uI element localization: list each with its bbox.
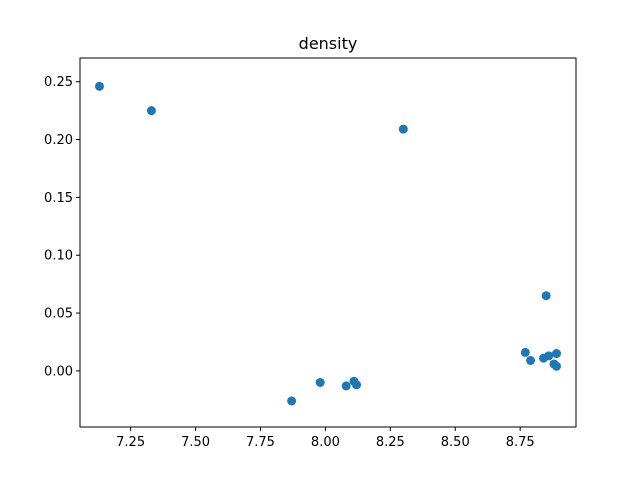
x-tick-label: 8.75 bbox=[506, 435, 535, 450]
plot-frame bbox=[79, 57, 577, 428]
data-point bbox=[287, 396, 297, 406]
data-point bbox=[552, 361, 562, 371]
data-point bbox=[315, 377, 325, 387]
data-point bbox=[398, 124, 408, 134]
chart-title: density bbox=[299, 34, 358, 53]
data-point bbox=[341, 381, 351, 391]
data-point bbox=[352, 380, 362, 390]
y-tick-label: 0.05 bbox=[44, 307, 73, 322]
x-tick-label: 8.25 bbox=[376, 435, 405, 450]
data-point bbox=[94, 81, 104, 91]
data-point bbox=[541, 291, 551, 301]
y-tick-label: 0.00 bbox=[44, 364, 73, 379]
y-tick-label: 0.10 bbox=[44, 249, 73, 264]
data-point bbox=[552, 349, 562, 359]
x-tick-label: 8.00 bbox=[311, 435, 340, 450]
data-point bbox=[526, 355, 536, 365]
data-point bbox=[544, 351, 554, 361]
data-points bbox=[94, 81, 562, 406]
data-point bbox=[520, 347, 530, 357]
y-tick-label: 0.15 bbox=[44, 191, 73, 206]
data-point bbox=[146, 106, 156, 116]
x-tick-label: 7.75 bbox=[246, 435, 275, 450]
axis-ticks: 7.25 7.50 7.75 8.00 8.25 8.50 8.75 0.00 0.05 0.10… bbox=[44, 75, 535, 450]
x-tick-label: 7.50 bbox=[181, 435, 210, 450]
x-tick-label: 8.50 bbox=[441, 435, 470, 450]
x-tick-label: 7.25 bbox=[116, 435, 145, 450]
y-tick-label: 0.25 bbox=[44, 75, 73, 90]
y-tick-label: 0.20 bbox=[44, 133, 73, 148]
